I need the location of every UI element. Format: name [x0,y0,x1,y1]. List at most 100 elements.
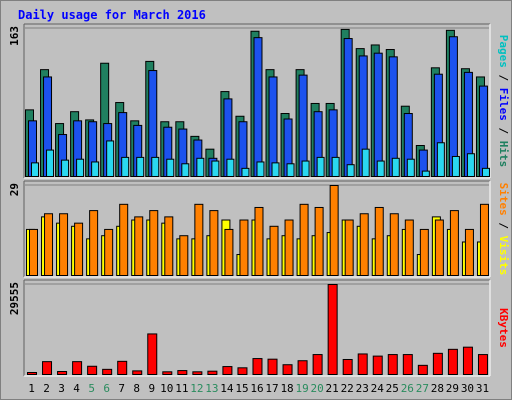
sites-bar-25 [389,213,399,276]
pages-bar-28 [436,142,445,178]
kbytes-bar-20 [312,354,323,376]
y-max-label-2: 29 [8,183,21,196]
files-bar-16 [253,37,263,178]
pages-bar-13 [211,160,220,177]
pages-bar-23 [361,148,370,178]
pages-bar-30 [466,153,475,177]
sites-bar-26 [404,219,414,276]
pages-bar-27 [421,170,430,177]
kbytes-bar-21 [327,284,338,375]
kbytes-bar-9 [147,333,158,376]
pages-bar-8 [136,156,145,178]
pages-bar-6 [106,140,115,177]
x-axis-labels: 1 2 3 4 5 6 7 8 9 10 11 12 13 14 15 16 17 18 19 20 21 22 23 24 2… [28,382,489,395]
panel-1: 163 Pages / Files / Hits [8,23,510,179]
day-label-30: 30 [461,382,474,395]
pages-bar-20 [316,156,325,178]
pages-bar-17 [271,162,280,178]
sites-bar-29 [449,210,459,277]
kbytes-bar-1 [27,372,37,375]
pages-bar-29 [451,155,460,178]
day-label-17: 17 [265,382,278,395]
day-label-2: 2 [43,382,50,395]
kbytes-bar-19 [297,360,308,375]
sites-bar-13 [209,210,219,277]
day-label-7: 7 [118,382,125,395]
pages-bar-5 [91,161,100,178]
kbytes-bar-26 [402,354,413,376]
kbytes-bar-30 [462,346,473,376]
kbytes-bar-25 [387,354,398,376]
sites-bar-2 [44,213,54,276]
pages-bar-12 [196,157,205,177]
day-label-18: 18 [280,382,293,395]
kbytes-bar-17 [267,358,278,376]
sites-bar-10 [164,216,174,276]
sites-bar-20 [314,206,324,276]
sites-bar-17 [269,225,279,277]
kbytes-bar-7 [117,360,128,376]
kbytes-bar-11 [177,370,188,375]
sites-bar-6 [104,228,114,276]
sites-bar-30 [464,228,474,276]
y-axis-label-2: Sites / Visits [497,183,510,276]
y-max-label-1: 163 [8,26,21,46]
sites-bar-24 [374,206,384,276]
pages-bar-1 [31,162,39,178]
day-label-15: 15 [235,382,248,395]
sites-bar-27 [419,228,429,276]
kbytes-bar-13 [207,370,218,375]
pages-bar-4 [76,158,85,177]
pages-bar-25 [391,157,400,177]
day-label-31: 31 [476,382,489,395]
kbytes-bar-29 [447,348,458,376]
panel-3: 29555 KBytes [8,279,510,377]
sites-bar-22 [344,219,354,276]
pages-bar-31 [481,167,490,178]
panel-2: 29 Sites / Visits [8,180,510,278]
pages-bar-9 [151,156,160,178]
kbytes-bar-24 [372,355,383,375]
y-max-label-3: 29555 [8,282,21,315]
y-axis-label-3: KBytes [497,308,510,348]
kbytes-bar-12 [192,371,203,376]
day-label-10: 10 [160,382,173,395]
pages-bar-7 [121,156,130,178]
kbytes-bar-23 [357,353,368,375]
sites-bar-19 [299,203,309,277]
pages-bar-24 [376,160,385,177]
kbytes-bar-10 [162,371,173,376]
pages-bar-3 [61,159,70,177]
kbytes-bar-3 [57,370,68,375]
kbytes-bar-31 [477,354,488,376]
sites-bar-7 [119,203,129,277]
day-label-19: 19 [295,382,308,395]
day-label-4: 4 [73,382,80,395]
files-bar-31 [478,85,488,177]
files-bar-22 [343,38,353,177]
sites-bar-3 [59,213,69,276]
kbytes-bar-15 [237,367,248,376]
sites-bar-28 [434,219,444,276]
sites-bar-9 [149,210,159,277]
kbytes-bar-2 [42,361,53,375]
sites-bar-8 [134,216,144,276]
pages-bar-10 [166,158,175,177]
kbytes-bar-27 [417,364,428,376]
day-label-27: 27 [416,382,429,395]
kbytes-bar-18 [282,364,293,375]
sites-bar-18 [284,219,294,276]
pages-bar-18 [286,163,295,178]
sites-bar-12 [194,203,204,277]
pages-bar-11 [181,163,190,178]
day-label-26: 26 [401,382,414,395]
day-label-9: 9 [148,382,155,395]
day-label-11: 11 [175,382,188,395]
day-label-21: 21 [326,382,339,395]
kbytes-bar-16 [252,358,263,375]
kbytes-bar-8 [132,370,143,376]
kbytes-bar-4 [72,361,83,375]
day-label-28: 28 [431,382,444,395]
day-label-23: 23 [356,382,369,395]
